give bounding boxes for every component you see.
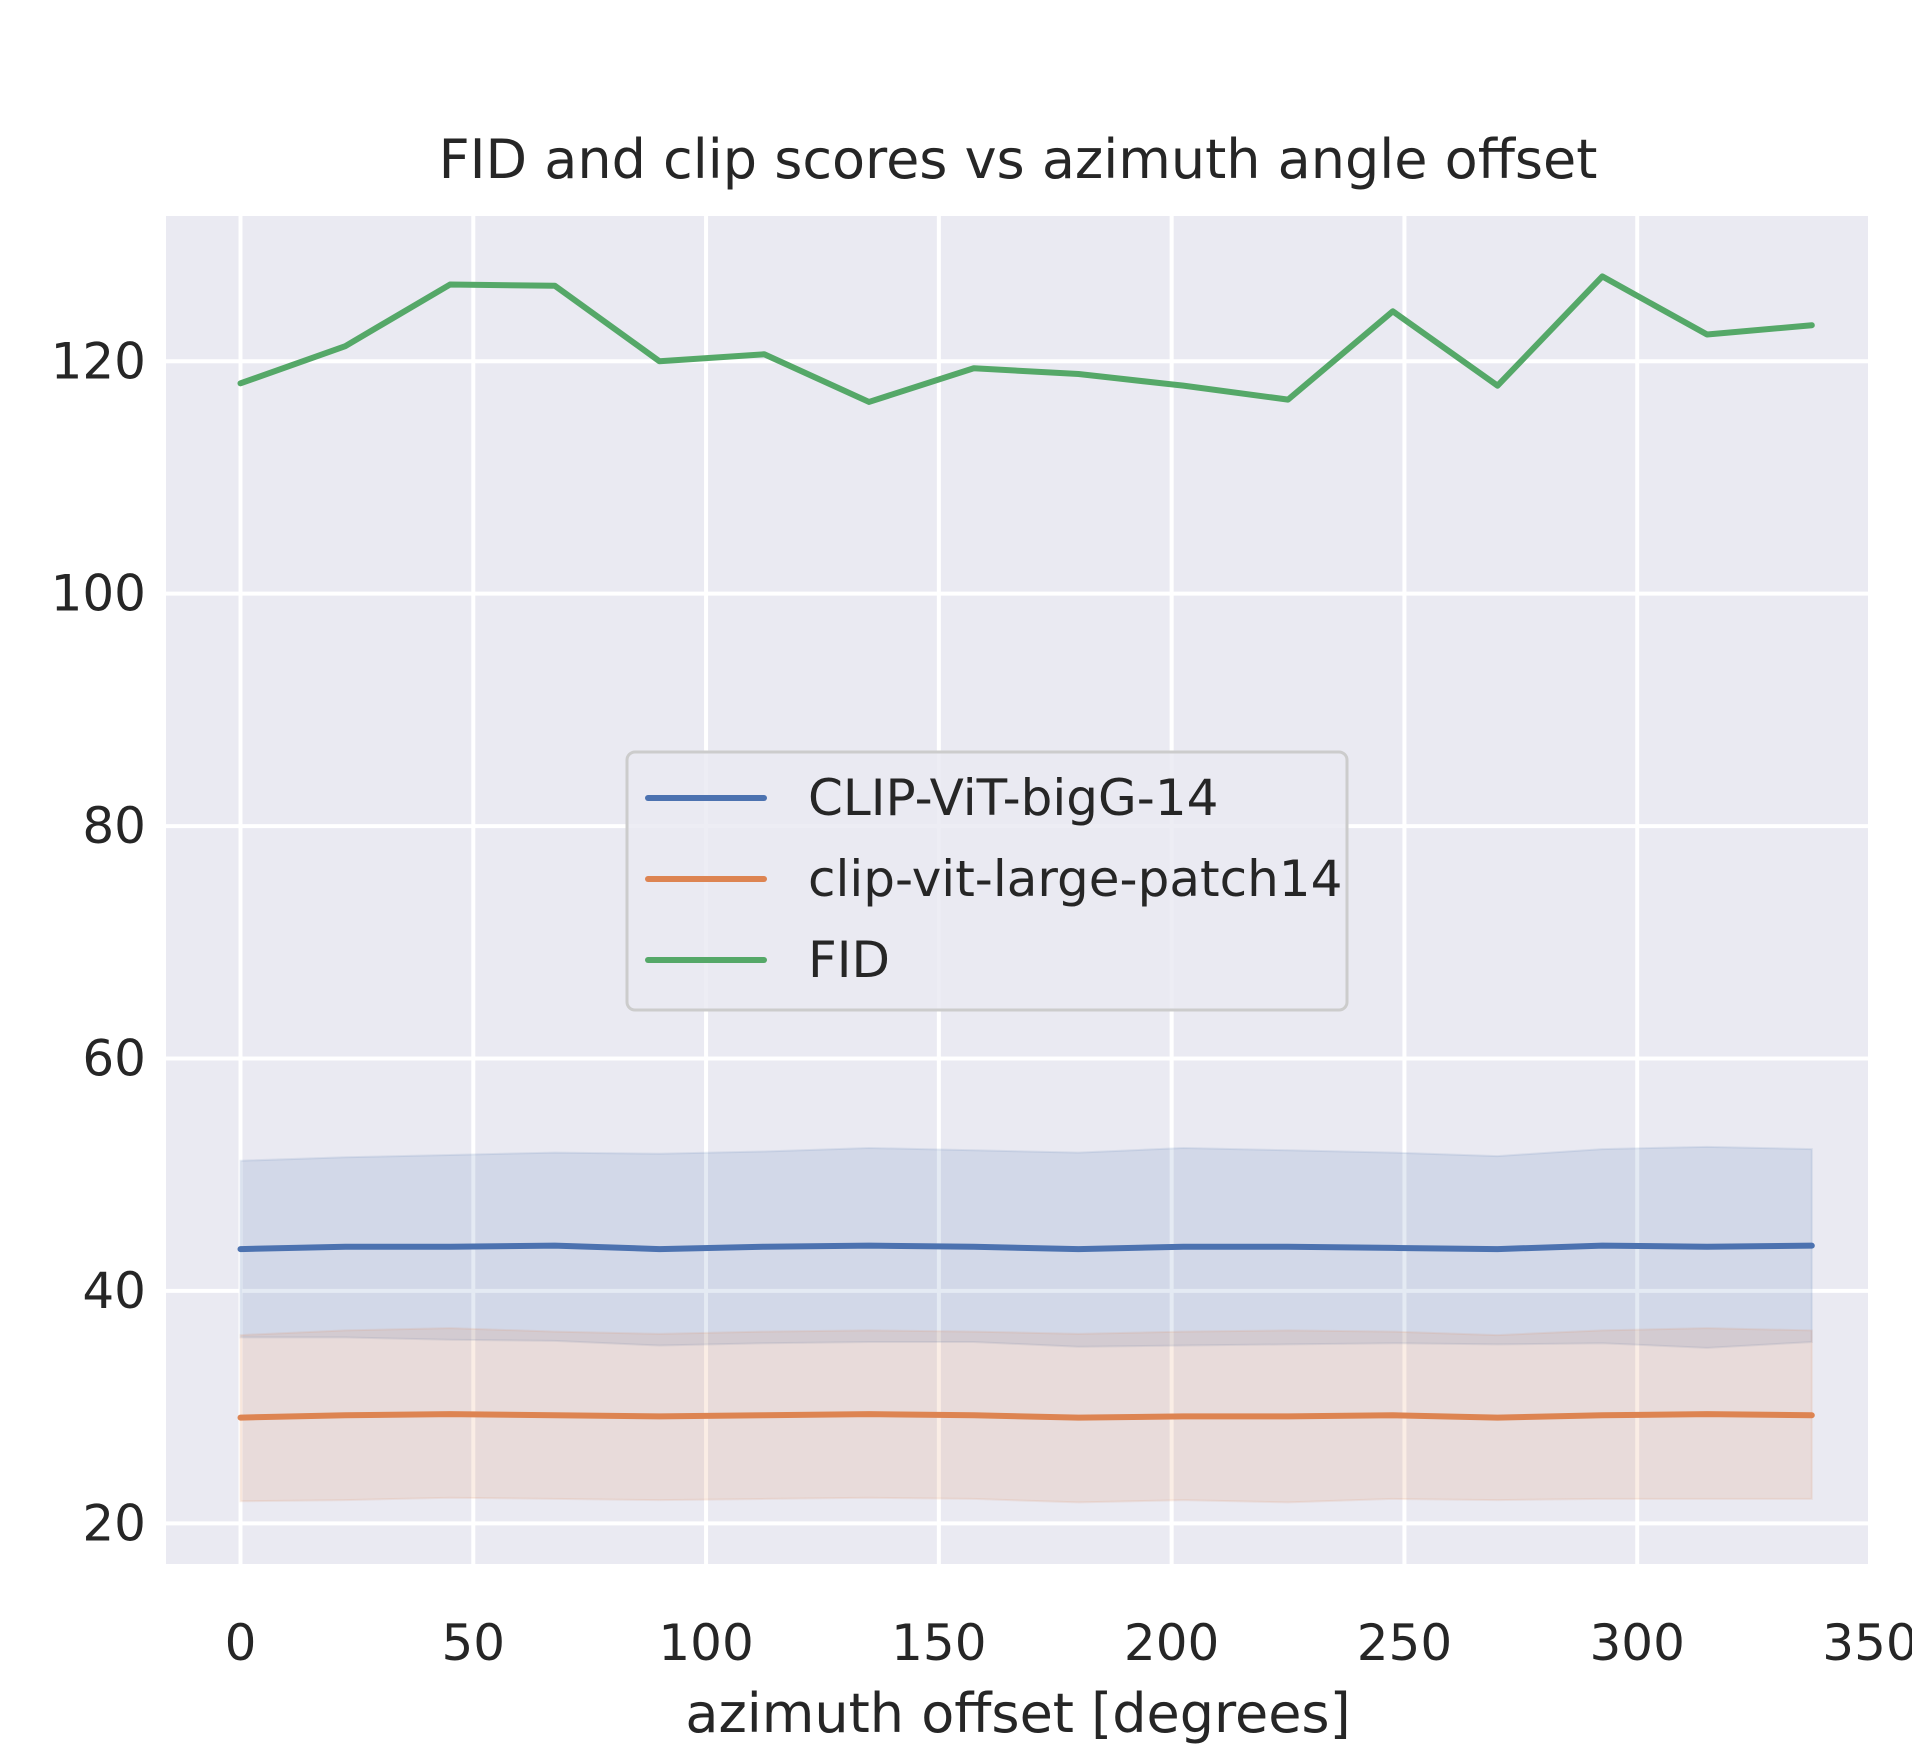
x-tick-label-250: 250: [1357, 1614, 1452, 1672]
x-tick-label-100: 100: [658, 1614, 753, 1672]
x-axis-label: azimuth offset [degrees]: [685, 1682, 1350, 1745]
x-tick-label-350: 350: [1822, 1614, 1912, 1672]
y-tick-label-60: 60: [82, 1030, 146, 1088]
x-tick-label-0: 0: [225, 1614, 257, 1672]
line-clip-vit-bigg-14: [237, 1242, 1815, 1253]
line-clip-vit-large-patch14: [237, 1411, 1815, 1421]
line-fid: [237, 273, 1815, 405]
x-tick-label-50: 50: [441, 1614, 505, 1672]
confidence-bands: [239, 1145, 1813, 1504]
x-tick-label-300: 300: [1589, 1614, 1684, 1672]
y-tick-label-100: 100: [51, 565, 146, 623]
chart-title: FID and clip scores vs azimuth angle off…: [439, 128, 1598, 191]
legend-label-fid: FID: [808, 931, 890, 989]
y-tick-label-120: 120: [51, 332, 146, 390]
series-lines: [237, 273, 1815, 1421]
y-tick-label-40: 40: [82, 1262, 146, 1320]
legend: CLIP-ViT-bigG-14 clip-vit-large-patch14 FI…: [625, 750, 1349, 1012]
y-tick-label-80: 80: [82, 797, 146, 855]
x-tick-label-200: 200: [1124, 1614, 1219, 1672]
legend-label-clip-vit-bigg-14: CLIP-ViT-bigG-14: [808, 769, 1218, 827]
legend-label-clip-vit-large-patch14: clip-vit-large-patch14: [808, 850, 1342, 908]
x-tick-label-150: 150: [891, 1614, 986, 1672]
y-tick-label-20: 20: [82, 1494, 146, 1552]
tick-labels: 0 50 100 150 200 250 300 350 20 40 60 80 100 120: [51, 332, 1912, 1672]
legend-box: [625, 750, 1349, 1012]
